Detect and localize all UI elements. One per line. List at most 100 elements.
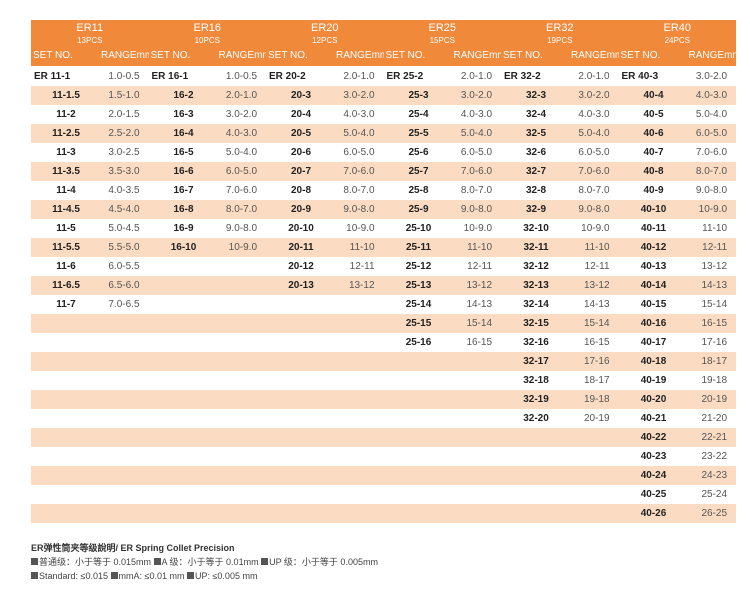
range-cell: 9.0-8.0 — [571, 200, 619, 219]
set-number-cell — [31, 390, 101, 409]
range-cell — [336, 466, 384, 485]
range-cell — [336, 485, 384, 504]
set-number-cell: 20-12 — [288, 261, 314, 272]
set-number-cell — [266, 295, 336, 314]
range-cell — [454, 409, 502, 428]
set-number-cell — [148, 314, 219, 333]
table-row: 25-16 16-15 32-16 16-15 40-17 17-16 — [31, 333, 736, 352]
range-cell: 6.5-6.0 — [101, 276, 149, 295]
set-number-cell — [149, 295, 219, 314]
range-cell — [219, 447, 267, 466]
range-cell — [336, 447, 384, 466]
set-number-cell: 20-3 — [266, 86, 337, 105]
set-number-cell — [148, 504, 219, 523]
set-number-cell: 32-7 — [501, 162, 572, 181]
group-piece-count: 19PCS — [501, 35, 619, 46]
table-row: 11-6 6.0-5.5 20-12 12-11 25-12 12-11 32-12 12-1… — [31, 257, 736, 276]
range-cell — [219, 295, 267, 314]
group-piece-count: 15PCS — [383, 35, 502, 46]
range-cell: 12-11 — [584, 261, 610, 272]
set-number-cell: 25-7 — [383, 162, 454, 181]
set-number-cell — [266, 409, 336, 428]
set-number-cell: 16-10 — [148, 238, 219, 257]
set-number-cell — [31, 314, 101, 333]
range-cell: 17-16 — [701, 337, 728, 348]
set-number-cell — [383, 352, 454, 371]
group-piece-count: 24PCS — [618, 35, 737, 46]
set-number-cell — [31, 352, 101, 371]
table-row: 40-22 22-21 — [31, 428, 737, 447]
set-number-cell: 40-25 — [640, 489, 667, 500]
range-cell: 3.0-2.0 — [225, 109, 258, 120]
range-cell: 8.0-7.0 — [688, 162, 737, 181]
range-cell: 3.0-2.5 — [108, 147, 140, 158]
range-cell: 18-17 — [583, 375, 610, 386]
table-row: 40-23 23-22 — [31, 447, 736, 466]
range-cell: 4.0-3.0 — [578, 109, 610, 120]
range-header: RANGEmm — [688, 46, 737, 67]
set-number-cell: 20-11 — [266, 238, 337, 257]
set-number-cell — [149, 333, 219, 352]
range-cell — [336, 295, 384, 314]
set-number-cell: 40-7 — [643, 147, 664, 158]
set-number-cell — [148, 466, 219, 485]
range-cell: 19-18 — [701, 375, 728, 386]
range-header: RANGEmm — [336, 46, 384, 67]
group-name: ER25 — [383, 20, 502, 35]
set-number-cell: 25-15 — [383, 314, 454, 333]
range-cell — [571, 485, 619, 504]
range-cell — [453, 352, 502, 371]
set-number-cell: 32-12 — [523, 261, 549, 272]
set-number-cell: 32-15 — [501, 314, 572, 333]
range-cell: 7.0-6.0 — [225, 185, 258, 196]
range-cell: 13-12 — [336, 276, 384, 295]
set-number-cell — [149, 371, 219, 390]
range-cell: 5.0-4.0 — [695, 109, 728, 120]
range-cell: 18-17 — [688, 352, 737, 371]
set-number-cell: 20-5 — [266, 124, 337, 143]
set-number-cell — [266, 333, 336, 352]
range-cell — [101, 371, 149, 390]
range-cell: 24-23 — [688, 466, 737, 485]
range-cell: 1.0-0.5 — [108, 71, 140, 82]
set-number-cell: ER 40-3 — [621, 71, 659, 82]
range-cell: 6.0-5.0 — [218, 162, 267, 181]
table-row: 11-5 5.0-4.5 16-9 9.0-8.0 20-10 10-9.0 25-10 10… — [31, 219, 736, 238]
square-bullet-icon — [110, 572, 118, 579]
set-number-cell: 16-7 — [173, 185, 194, 196]
range-cell: 16-15 — [583, 337, 610, 348]
set-number-cell: ER 32-2 — [504, 71, 541, 82]
range-cell — [218, 314, 267, 333]
set-number-cell: 16-6 — [148, 162, 219, 181]
range-cell — [571, 447, 619, 466]
range-cell — [336, 409, 384, 428]
set-number-cell: 40-16 — [618, 314, 689, 333]
range-cell: 10-9.0 — [218, 238, 267, 257]
range-cell — [336, 428, 384, 447]
range-cell: 2.0-1.5 — [108, 109, 140, 120]
range-cell: 7.0-6.0 — [336, 162, 384, 181]
set-number-cell: 40-5 — [643, 109, 664, 120]
set-number-cell — [384, 447, 454, 466]
range-cell: 10-9.0 — [581, 223, 610, 234]
set-number-cell — [266, 314, 337, 333]
range-cell: 12-11 — [467, 261, 493, 272]
set-number-cell — [149, 409, 219, 428]
range-cell: 25-24 — [701, 489, 728, 500]
group-piece-count: 12PCS — [266, 35, 384, 46]
range-cell — [101, 333, 149, 352]
range-cell: 11-10 — [453, 238, 502, 257]
set-number-cell — [383, 390, 454, 409]
range-cell — [219, 257, 267, 276]
range-cell — [101, 485, 149, 504]
range-cell: 19-18 — [571, 390, 619, 409]
set-number-cell: 16-9 — [173, 223, 194, 234]
set-number-cell: 40-6 — [618, 124, 689, 143]
set-number-cell: 40-21 — [640, 413, 667, 424]
set-number-cell: 25-14 — [405, 299, 432, 310]
range-cell — [219, 485, 267, 504]
range-cell — [218, 504, 267, 523]
set-no-header: SET NO. — [383, 46, 454, 67]
set-number-cell — [266, 447, 336, 466]
range-cell — [571, 504, 619, 523]
